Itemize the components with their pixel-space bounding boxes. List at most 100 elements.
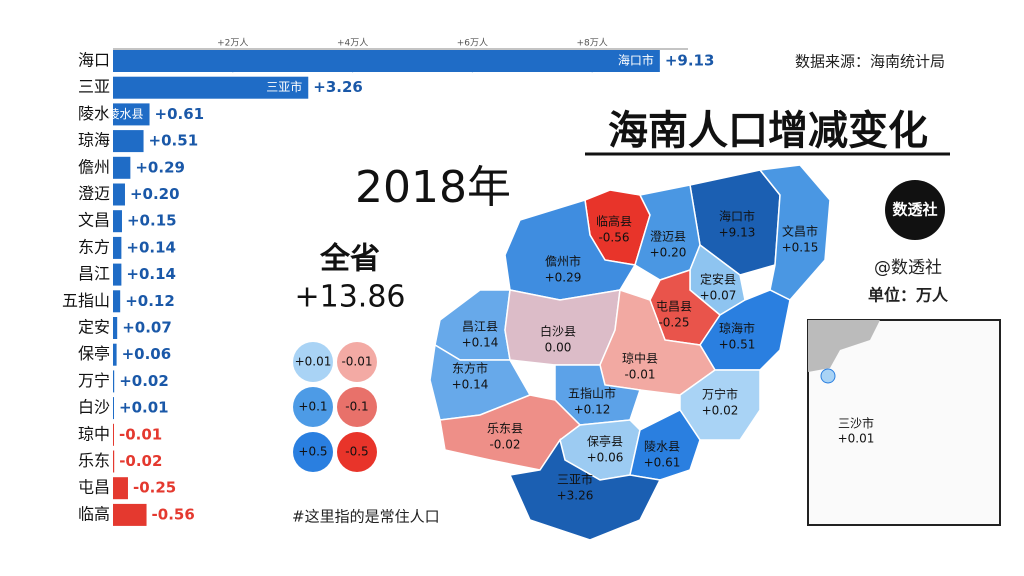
- legend-label: -0.01: [341, 355, 372, 369]
- value-label: +0.07: [122, 319, 172, 337]
- bar: [113, 130, 144, 153]
- legend-label: +0.1: [298, 400, 327, 414]
- value-label: +3.26: [313, 78, 363, 96]
- category-label: 定安: [78, 318, 110, 337]
- bar: [113, 156, 131, 179]
- category-label: 万宁: [78, 371, 110, 390]
- bar: [113, 263, 122, 286]
- total-name: 全省: [319, 242, 380, 277]
- region-name: 澄迈县: [650, 229, 686, 244]
- region-value: +0.20: [650, 246, 687, 260]
- region-value: 0.00: [545, 341, 572, 355]
- value-label: +0.12: [125, 292, 175, 310]
- region-name: 东方市: [452, 361, 488, 376]
- region-value: +0.51: [719, 338, 756, 352]
- region-value: +0.07: [700, 289, 737, 303]
- map-region: [504, 199, 637, 301]
- category-label: 屯昌: [78, 478, 110, 497]
- bar: [113, 317, 118, 339]
- value-label: -0.02: [119, 452, 162, 470]
- x-tick-label: +6万人: [457, 38, 488, 49]
- bar: [113, 423, 114, 446]
- legend-swatch: [337, 387, 377, 427]
- region-name: 屯昌县: [656, 300, 692, 314]
- value-label: +0.01: [119, 399, 169, 417]
- region-name: 万宁市: [702, 387, 738, 402]
- region-name: 海口市: [719, 209, 755, 224]
- bar: [113, 503, 147, 526]
- source: 数据来源：海南统计局: [795, 53, 945, 71]
- category-label: 三亚: [78, 77, 110, 96]
- region-value: +0.12: [574, 403, 611, 417]
- bar-inner-label: 海口市: [618, 53, 654, 68]
- inset-name: 三沙市: [838, 416, 874, 431]
- bar: [113, 397, 114, 420]
- year: 2018年: [355, 162, 511, 213]
- region-value: -0.02: [489, 438, 520, 452]
- region-name: 琼中县: [622, 351, 658, 366]
- region-name: 陵水县: [644, 440, 680, 454]
- bar-inner-label: 陵水县: [108, 107, 144, 121]
- inset-frame: [807, 319, 1001, 526]
- category-label: 五指山: [62, 291, 110, 310]
- region-name: 保亭县: [587, 434, 623, 449]
- value-label: +0.29: [135, 158, 185, 176]
- legend-label: +0.5: [298, 445, 327, 459]
- category-label: 海口: [78, 51, 110, 70]
- region-value: +0.14: [462, 336, 499, 350]
- category-label: 乐东: [78, 451, 110, 470]
- category-label: 文昌: [78, 211, 110, 230]
- region-value: +0.02: [702, 404, 739, 418]
- value-label: +0.06: [122, 345, 172, 363]
- value-label: -0.56: [152, 505, 195, 523]
- legend-swatch: [293, 432, 333, 472]
- map-region: [679, 369, 761, 441]
- category-label: 陵水: [78, 104, 110, 123]
- region-value: +0.14: [452, 378, 489, 392]
- bar: [113, 236, 122, 259]
- category-label: 白沙: [78, 398, 110, 417]
- category-label: 临高: [78, 504, 110, 523]
- note: #这里指的是常住人口: [292, 508, 440, 526]
- x-tick-label: +2万人: [217, 38, 248, 49]
- region-value: +9.13: [719, 226, 756, 240]
- bar: [113, 183, 125, 206]
- category-label: 琼中: [78, 424, 110, 443]
- region-name: 儋州市: [545, 254, 581, 269]
- bar: [113, 450, 115, 473]
- value-label: +0.02: [119, 372, 169, 390]
- region-value: +3.26: [557, 489, 594, 503]
- bar: [113, 370, 115, 393]
- bar: [113, 76, 309, 99]
- category-label: 昌江: [78, 264, 110, 283]
- chart-title: 海南人口增减变化: [608, 108, 928, 154]
- bar-inner-label: 三亚市: [266, 79, 302, 94]
- region-value: +0.29: [545, 271, 582, 285]
- region-value: +0.61: [644, 456, 681, 470]
- value-label: +0.61: [155, 105, 205, 123]
- legend: +0.01 -0.01 +0.1 -0.1 +0.5 -0.5: [293, 342, 377, 472]
- logo-circle: [885, 180, 945, 240]
- region-name: 三亚市: [557, 472, 593, 487]
- bar: [113, 210, 122, 233]
- region-value: -0.25: [658, 316, 689, 330]
- value-label: -0.25: [133, 479, 176, 497]
- legend-swatch: [293, 342, 333, 382]
- region-name: 白沙县: [540, 324, 576, 339]
- category-label: 东方: [78, 237, 110, 256]
- legend-label: +0.01: [295, 355, 332, 369]
- value-label: +9.13: [665, 52, 715, 70]
- region-name: 五指山市: [568, 386, 616, 401]
- value-label: -0.01: [119, 425, 162, 443]
- value-label: +0.14: [126, 265, 176, 283]
- unit: 单位：万人: [868, 286, 949, 305]
- region-value: -0.56: [598, 231, 629, 245]
- x-tick-label: +8万人: [577, 38, 608, 49]
- brand: @数透社: [874, 258, 942, 278]
- region-name: 临高县: [596, 214, 632, 229]
- legend-label: -0.5: [345, 445, 368, 459]
- legend-swatch: [293, 387, 333, 427]
- category-label: 保亭: [78, 344, 110, 363]
- bar: [113, 343, 117, 366]
